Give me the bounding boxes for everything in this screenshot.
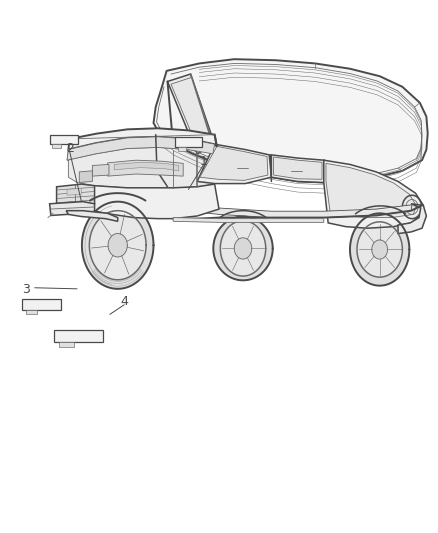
Polygon shape — [89, 211, 146, 280]
FancyBboxPatch shape — [175, 138, 202, 147]
Polygon shape — [67, 137, 215, 160]
FancyBboxPatch shape — [49, 135, 78, 144]
Polygon shape — [372, 240, 388, 259]
Polygon shape — [200, 147, 268, 180]
FancyBboxPatch shape — [21, 300, 61, 310]
Polygon shape — [219, 211, 267, 219]
Polygon shape — [59, 342, 74, 346]
Polygon shape — [171, 77, 214, 152]
Polygon shape — [68, 184, 219, 219]
Polygon shape — [403, 195, 422, 219]
Polygon shape — [357, 222, 403, 277]
Polygon shape — [167, 74, 215, 154]
Polygon shape — [356, 206, 406, 214]
Polygon shape — [173, 217, 324, 222]
Polygon shape — [326, 164, 417, 217]
Polygon shape — [53, 144, 61, 148]
Polygon shape — [82, 201, 153, 289]
Polygon shape — [67, 148, 215, 188]
Text: 3: 3 — [22, 284, 30, 296]
Polygon shape — [114, 163, 179, 171]
Polygon shape — [68, 128, 217, 150]
Text: 2: 2 — [66, 142, 74, 155]
Polygon shape — [108, 233, 127, 257]
Polygon shape — [57, 184, 95, 209]
Polygon shape — [178, 147, 186, 151]
Polygon shape — [49, 201, 95, 215]
Polygon shape — [272, 155, 324, 182]
Text: 4: 4 — [120, 295, 128, 308]
Polygon shape — [213, 216, 273, 280]
Polygon shape — [79, 171, 92, 182]
Polygon shape — [274, 157, 322, 179]
Text: 1: 1 — [200, 155, 208, 168]
Polygon shape — [66, 211, 118, 221]
Polygon shape — [350, 213, 410, 286]
Polygon shape — [398, 204, 426, 233]
Polygon shape — [25, 310, 37, 314]
Polygon shape — [108, 160, 183, 176]
Polygon shape — [171, 203, 412, 217]
Polygon shape — [234, 238, 252, 259]
Polygon shape — [220, 221, 266, 276]
Polygon shape — [324, 160, 424, 228]
Polygon shape — [67, 188, 81, 195]
Polygon shape — [92, 165, 109, 176]
Polygon shape — [153, 59, 427, 182]
Polygon shape — [90, 193, 145, 200]
FancyBboxPatch shape — [54, 330, 103, 342]
Polygon shape — [197, 144, 272, 183]
